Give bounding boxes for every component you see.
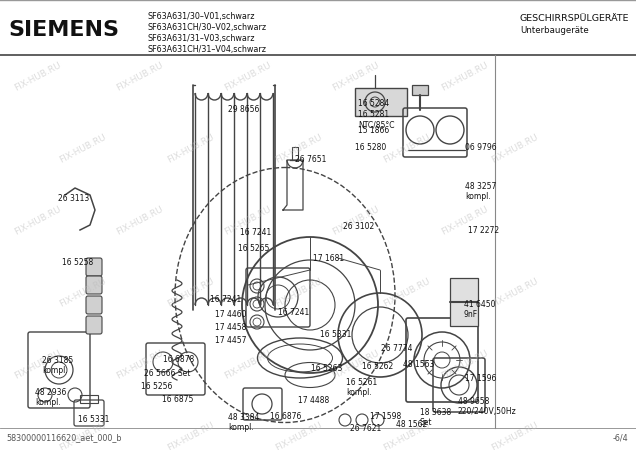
- Text: 26 3102: 26 3102: [343, 222, 374, 231]
- Text: 48 2936: 48 2936: [35, 388, 66, 397]
- Text: 16 5258: 16 5258: [62, 258, 93, 267]
- Text: 26 3113: 26 3113: [58, 194, 89, 203]
- Text: kompl.: kompl.: [346, 388, 372, 397]
- Text: FIX-HUB.RU: FIX-HUB.RU: [439, 348, 489, 381]
- Text: 48 1562: 48 1562: [396, 420, 427, 429]
- Text: 16 7241: 16 7241: [210, 295, 241, 304]
- Text: 48 3257: 48 3257: [465, 182, 496, 191]
- Text: FIX-HUB.RU: FIX-HUB.RU: [274, 420, 324, 450]
- Text: FIX-HUB.RU: FIX-HUB.RU: [331, 348, 381, 381]
- Text: 48 3384: 48 3384: [228, 413, 259, 422]
- Text: -6/4: -6/4: [612, 433, 628, 442]
- Text: FIX-HUB.RU: FIX-HUB.RU: [382, 276, 432, 309]
- Text: 16 5331: 16 5331: [320, 330, 351, 339]
- Text: kompl.: kompl.: [35, 398, 61, 407]
- Text: 16 5284: 16 5284: [358, 99, 389, 108]
- Text: 17 4460: 17 4460: [215, 310, 247, 319]
- Text: 17 1596: 17 1596: [465, 374, 496, 383]
- Bar: [412, 85, 428, 95]
- Bar: [355, 88, 407, 116]
- Text: 15 1866: 15 1866: [358, 126, 389, 135]
- Text: 41 6450: 41 6450: [464, 300, 495, 309]
- Text: 16 5265: 16 5265: [238, 244, 270, 253]
- Text: SF63A631/30–V01,schwarz: SF63A631/30–V01,schwarz: [148, 12, 256, 21]
- Text: FIX-HUB.RU: FIX-HUB.RU: [13, 204, 63, 237]
- Text: 16 5281: 16 5281: [358, 110, 389, 119]
- Text: 26 5666 Set: 26 5666 Set: [144, 369, 190, 378]
- Text: 16 5262: 16 5262: [362, 362, 393, 371]
- Text: FIX-HUB.RU: FIX-HUB.RU: [13, 348, 63, 381]
- Text: FIX-HUB.RU: FIX-HUB.RU: [58, 132, 107, 165]
- Text: 16 6878: 16 6878: [163, 355, 194, 364]
- Text: 17 2272: 17 2272: [468, 226, 499, 235]
- Text: 26 7651: 26 7651: [295, 155, 326, 164]
- Text: SF63A631CH/30–V02,schwarz: SF63A631CH/30–V02,schwarz: [148, 23, 267, 32]
- FancyBboxPatch shape: [86, 258, 102, 276]
- Text: 29 8656: 29 8656: [228, 105, 259, 114]
- Text: FIX-HUB.RU: FIX-HUB.RU: [274, 132, 324, 165]
- Text: SF63A631CH/31–V04,schwarz: SF63A631CH/31–V04,schwarz: [148, 45, 267, 54]
- Text: 48 1563: 48 1563: [403, 360, 434, 369]
- Text: FIX-HUB.RU: FIX-HUB.RU: [382, 132, 432, 165]
- Text: kompl.: kompl.: [42, 366, 68, 375]
- Text: NTC/85°C: NTC/85°C: [358, 120, 394, 129]
- Text: 17 4457: 17 4457: [215, 336, 247, 345]
- Text: FIX-HUB.RU: FIX-HUB.RU: [490, 132, 540, 165]
- Text: FIX-HUB.RU: FIX-HUB.RU: [166, 132, 216, 165]
- Text: FIX-HUB.RU: FIX-HUB.RU: [439, 60, 489, 93]
- Text: FIX-HUB.RU: FIX-HUB.RU: [331, 204, 381, 237]
- Text: FIX-HUB.RU: FIX-HUB.RU: [115, 204, 165, 237]
- Text: 16 5256: 16 5256: [141, 382, 172, 391]
- Text: FIX-HUB.RU: FIX-HUB.RU: [166, 276, 216, 309]
- Text: FIX-HUB.RU: FIX-HUB.RU: [490, 420, 540, 450]
- Text: SF63A631/31–V03,schwarz: SF63A631/31–V03,schwarz: [148, 34, 256, 43]
- Bar: [450, 278, 478, 326]
- Text: FIX-HUB.RU: FIX-HUB.RU: [58, 420, 107, 450]
- Text: FIX-HUB.RU: FIX-HUB.RU: [223, 60, 273, 93]
- Text: FIX-HUB.RU: FIX-HUB.RU: [439, 204, 489, 237]
- FancyBboxPatch shape: [86, 316, 102, 334]
- Text: 16 7241: 16 7241: [278, 308, 309, 317]
- Text: kompl.: kompl.: [228, 423, 254, 432]
- Text: FIX-HUB.RU: FIX-HUB.RU: [223, 348, 273, 381]
- Text: FIX-HUB.RU: FIX-HUB.RU: [115, 60, 165, 93]
- Text: FIX-HUB.RU: FIX-HUB.RU: [166, 420, 216, 450]
- Text: 17 1681: 17 1681: [313, 254, 344, 263]
- Text: SIEMENS: SIEMENS: [8, 20, 119, 40]
- Text: 17 4488: 17 4488: [298, 396, 329, 405]
- Bar: [80, 395, 98, 403]
- Text: 48 9658: 48 9658: [458, 397, 489, 406]
- FancyBboxPatch shape: [86, 276, 102, 294]
- Text: 58300000116620_aet_000_b: 58300000116620_aet_000_b: [6, 433, 121, 442]
- Text: FIX-HUB.RU: FIX-HUB.RU: [382, 420, 432, 450]
- Text: 17 4458: 17 4458: [215, 323, 246, 332]
- Text: Unterbaugeräte: Unterbaugeräte: [520, 26, 589, 35]
- Text: 16 5331: 16 5331: [78, 415, 109, 424]
- Text: 9nF: 9nF: [464, 310, 478, 319]
- Text: FIX-HUB.RU: FIX-HUB.RU: [274, 276, 324, 309]
- Text: FIX-HUB.RU: FIX-HUB.RU: [13, 60, 63, 93]
- Text: FIX-HUB.RU: FIX-HUB.RU: [223, 204, 273, 237]
- Text: 17 1598: 17 1598: [370, 412, 401, 421]
- FancyBboxPatch shape: [86, 296, 102, 314]
- Text: 16 6876: 16 6876: [270, 412, 301, 421]
- Text: 16 6875: 16 6875: [162, 395, 193, 404]
- Text: Set: Set: [420, 418, 432, 427]
- Text: FIX-HUB.RU: FIX-HUB.RU: [58, 276, 107, 309]
- Text: 16 5261: 16 5261: [346, 378, 377, 387]
- Text: GESCHIRRSPÜLGERÄTE: GESCHIRRSPÜLGERÄTE: [520, 14, 630, 23]
- Text: 06 9796: 06 9796: [465, 143, 497, 152]
- Text: 220/240V,50Hz: 220/240V,50Hz: [458, 407, 516, 416]
- Text: FIX-HUB.RU: FIX-HUB.RU: [490, 276, 540, 309]
- Text: 26 7774: 26 7774: [381, 344, 413, 353]
- Text: FIX-HUB.RU: FIX-HUB.RU: [115, 348, 165, 381]
- Text: FIX-HUB.RU: FIX-HUB.RU: [331, 60, 381, 93]
- Text: 26 3185: 26 3185: [42, 356, 73, 365]
- Text: 16 5280: 16 5280: [355, 143, 386, 152]
- Text: 18 3638: 18 3638: [420, 408, 452, 417]
- Text: kompl.: kompl.: [465, 192, 491, 201]
- Text: 16 5263: 16 5263: [311, 364, 342, 373]
- Text: 26 7621: 26 7621: [350, 424, 381, 433]
- Text: 16 7241: 16 7241: [240, 228, 271, 237]
